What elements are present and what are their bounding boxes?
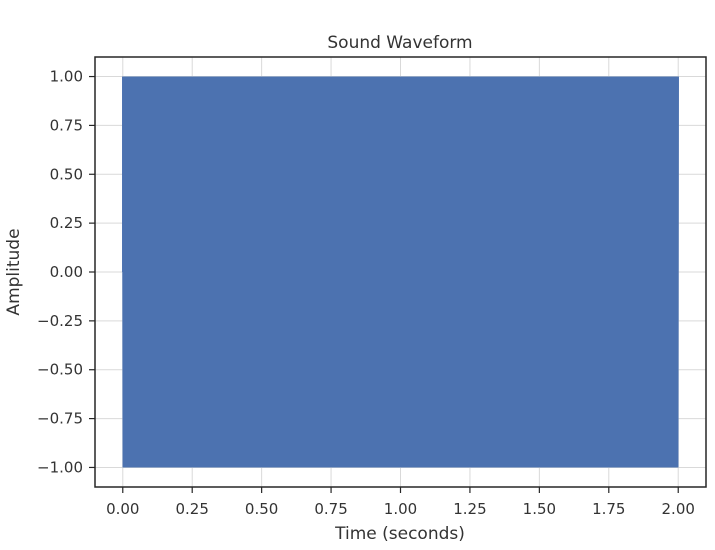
y-tick-label: 1.00 [50,68,83,86]
x-tick-label: 1.25 [453,500,486,518]
waveform-series-band [122,76,679,468]
x-tick-label: 0.50 [245,500,278,518]
x-tick-label: 0.00 [106,500,139,518]
x-tick-label: 1.00 [384,500,417,518]
y-axis-title: Amplitude [4,228,24,315]
y-tick-label: −1.00 [37,458,83,476]
y-tick-label: 0.75 [50,116,83,134]
x-tick-label: 0.25 [176,500,209,518]
x-tick-label: 2.00 [662,500,695,518]
y-tick-label: −0.75 [37,410,83,428]
y-tick-label: 0.25 [50,214,83,232]
x-axis-title: Time (seconds) [334,524,465,544]
y-tick-label: 0.50 [50,165,83,183]
y-tick-label: −0.50 [37,361,83,379]
x-tick-label: 0.75 [314,500,347,518]
x-tick-label: 1.50 [523,500,556,518]
ticks: 0.00 0.25 0.50 0.75 1.00 1.25 1.50 1.75 2.00 1.00… [37,68,695,518]
x-tick-label: 1.75 [592,500,625,518]
y-tick-label: 0.00 [50,263,83,281]
series-layer [122,76,679,468]
chart-title: Sound Waveform [327,33,472,53]
y-tick-label: −0.25 [37,312,83,330]
